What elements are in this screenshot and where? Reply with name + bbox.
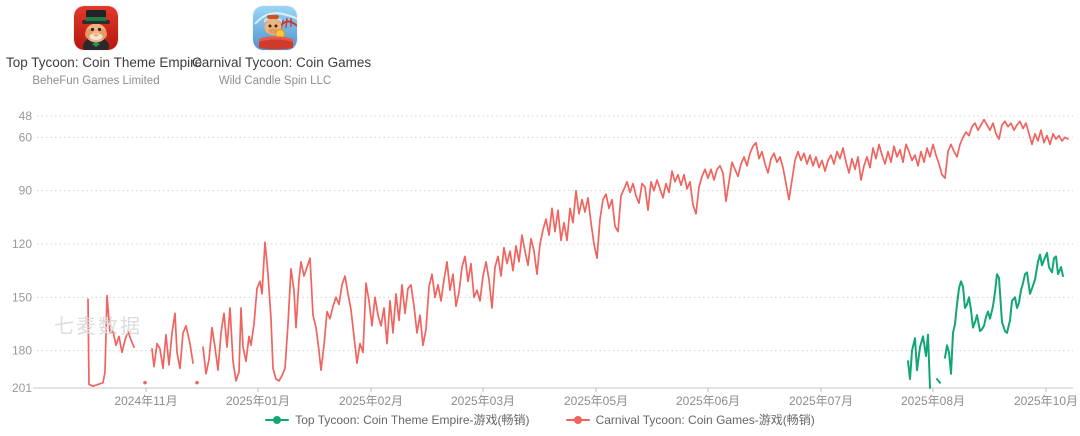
app-publisher-carnival-tycoon: Wild Candle Spin LLC bbox=[218, 75, 332, 87]
svg-text:2025年05月: 2025年05月 bbox=[564, 394, 628, 408]
svg-text:180: 180 bbox=[12, 344, 32, 358]
legend-item-carnival-tycoon[interactable]: Carnival Tycoon: Coin Games-游戏(畅销) bbox=[565, 411, 815, 428]
app-card-carnival-tycoon[interactable]: Carnival Tycoon: Coin Games Wild Candle … bbox=[192, 6, 372, 89]
svg-text:201: 201 bbox=[12, 381, 32, 395]
legend-marker-green-icon bbox=[265, 415, 290, 424]
svg-text:48: 48 bbox=[19, 109, 33, 123]
legend-label-carnival-tycoon: Carnival Tycoon: Coin Games-游戏(畅销) bbox=[595, 413, 815, 427]
svg-text:150: 150 bbox=[12, 290, 32, 304]
app-publisher-top-tycoon: BeheFun Games Limited bbox=[32, 75, 160, 87]
svg-text:2025年06月: 2025年06月 bbox=[676, 394, 740, 408]
svg-text:120: 120 bbox=[12, 237, 32, 251]
svg-text:2025年10月: 2025年10月 bbox=[1014, 394, 1078, 408]
svg-text:90: 90 bbox=[19, 184, 33, 198]
legend-label-top-tycoon: Top Tycoon: Coin Theme Empire-游戏(畅销) bbox=[295, 413, 530, 427]
chart-legend: Top Tycoon: Coin Theme Empire-游戏(畅销) Car… bbox=[0, 411, 1080, 428]
app-icon-carnival-tycoon bbox=[253, 6, 297, 50]
svg-text:2025年02月: 2025年02月 bbox=[339, 394, 403, 408]
app-icon-top-tycoon bbox=[74, 6, 118, 50]
svg-text:60: 60 bbox=[19, 130, 33, 144]
svg-text:2025年08月: 2025年08月 bbox=[901, 394, 965, 408]
svg-text:2025年03月: 2025年03月 bbox=[451, 394, 515, 408]
qimai-watermark: 七麦数据 bbox=[54, 316, 142, 338]
svg-text:2024年11月: 2024年11月 bbox=[114, 394, 177, 408]
svg-text:2025年07月: 2025年07月 bbox=[789, 394, 853, 408]
app-name-top-tycoon: Top Tycoon: Coin Theme Empire bbox=[6, 55, 203, 70]
svg-text:2025年01月: 2025年01月 bbox=[226, 394, 290, 408]
app-name-carnival-tycoon: Carnival Tycoon: Coin Games bbox=[192, 55, 372, 70]
legend-item-top-tycoon[interactable]: Top Tycoon: Coin Theme Empire-游戏(畅销) bbox=[265, 411, 530, 428]
legend-marker-red-icon bbox=[565, 415, 590, 424]
app-card-top-tycoon[interactable]: Top Tycoon: Coin Theme Empire BeheFun Ga… bbox=[6, 6, 203, 89]
